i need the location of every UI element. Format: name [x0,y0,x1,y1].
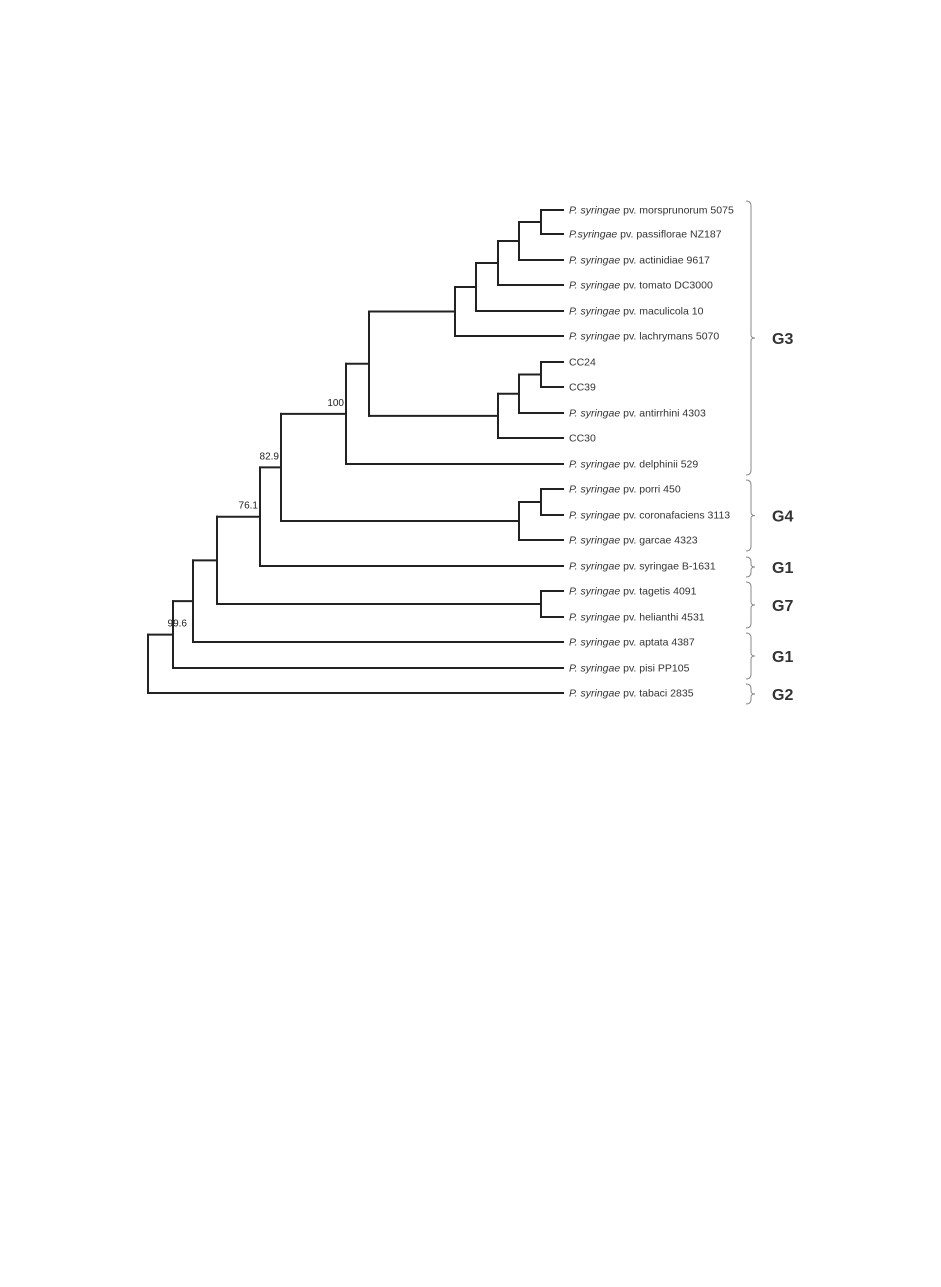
leaf-label: CC39 [569,382,596,394]
leaf-strain: pv. syringae B-1631 [620,561,716,573]
leaf-strain: CC30 [569,433,596,445]
leaf-strain: pv. antirrhini 4303 [620,408,706,420]
leaf-genus: P. syringae [569,205,620,217]
leaf-label: P. syringae pv. tabaci 2835 [569,688,694,700]
leaf-genus: P. syringae [569,510,620,522]
leaf-genus: P. syringae [569,535,620,547]
leaf-strain: pv. coronafaciens 3113 [620,510,730,522]
leaf-strain: CC24 [569,357,596,369]
leaf-label: P. syringae pv. syringae B-1631 [569,561,716,573]
leaf-label: P. syringae pv. tomato DC3000 [569,280,713,292]
group-label: G2 [772,687,793,704]
leaf-label: P. syringae pv. aptata 4387 [569,637,695,649]
group-brace [745,632,756,680]
leaf-strain: pv. delphinii 529 [620,459,698,471]
leaf-genus: P. syringae [569,637,620,649]
leaf-genus: P. syringae [569,586,620,598]
leaf-genus: P. syringae [569,408,620,420]
group-brace [745,479,756,552]
leaf-strain: pv. tomato DC3000 [620,280,713,292]
leaf-label: P. syringae pv. garcae 4323 [569,535,698,547]
bootstrap-value: 76.1 [239,501,259,512]
leaf-label: P. syringae pv. morsprunorum 5075 [569,205,734,217]
leaf-label: P. syringae pv. maculicola 10 [569,306,704,318]
leaf-label: P. syringae pv. tagetis 4091 [569,586,697,598]
leaf-strain: pv. passiflorae NZ187 [617,229,721,241]
group-label: G3 [772,331,793,348]
group-label: G7 [772,598,793,615]
leaf-genus: P. syringae [569,459,620,471]
leaf-label: P. syringae pv. porri 450 [569,484,681,496]
group-brace [745,200,756,476]
group-label: G1 [772,560,793,577]
leaf-label: P.syringae pv. passiflorae NZ187 [569,229,722,241]
leaf-strain: pv. helianthi 4531 [620,612,705,624]
group-brace [745,581,756,629]
leaf-label: P. syringae pv. pisi PP105 [569,663,690,675]
leaf-label: P. syringae pv. lachrymans 5070 [569,331,719,343]
leaf-label: P. syringae pv. coronafaciens 3113 [569,510,730,522]
leaf-label: P. syringae pv. helianthi 4531 [569,612,705,624]
group-brace [745,556,756,578]
leaf-genus: P. syringae [569,280,620,292]
leaf-strain: pv. morsprunorum 5075 [620,205,734,217]
leaf-label: P. syringae pv. delphinii 529 [569,459,698,471]
leaf-strain: pv. pisi PP105 [620,663,689,675]
group-label: G1 [772,649,793,666]
group-label: G4 [772,509,793,526]
leaf-genus: P. syringae [569,612,620,624]
leaf-strain: pv. lachrymans 5070 [620,331,719,343]
leaf-genus: P. syringae [569,561,620,573]
leaf-strain: pv. porri 450 [620,484,681,496]
leaf-label: P. syringae pv. antirrhini 4303 [569,408,706,420]
leaf-strain: pv. actinidiae 9617 [620,255,710,267]
leaf-genus: P. syringae [569,255,620,267]
leaf-strain: pv. aptata 4387 [620,637,695,649]
leaf-genus: P. syringae [569,306,620,318]
leaf-genus: P. syringae [569,663,620,675]
leaf-genus: P. syringae [569,688,620,700]
leaf-label: CC24 [569,357,596,369]
group-brace [745,683,756,705]
leaf-strain: pv. maculicola 10 [620,306,703,318]
leaf-genus: P. syringae [569,331,620,343]
leaf-label: CC30 [569,433,596,445]
leaf-genus: P.syringae [569,229,617,241]
leaf-strain: pv. tabaci 2835 [620,688,694,700]
bootstrap-value: 100 [327,398,344,409]
leaf-strain: CC39 [569,382,596,394]
leaf-strain: pv. tagetis 4091 [620,586,696,598]
leaf-strain: pv. garcae 4323 [620,535,698,547]
leaf-genus: P. syringae [569,484,620,496]
bootstrap-value: 82.9 [260,451,280,462]
bootstrap-value: 99.6 [168,619,188,630]
leaf-label: P. syringae pv. actinidiae 9617 [569,255,710,267]
